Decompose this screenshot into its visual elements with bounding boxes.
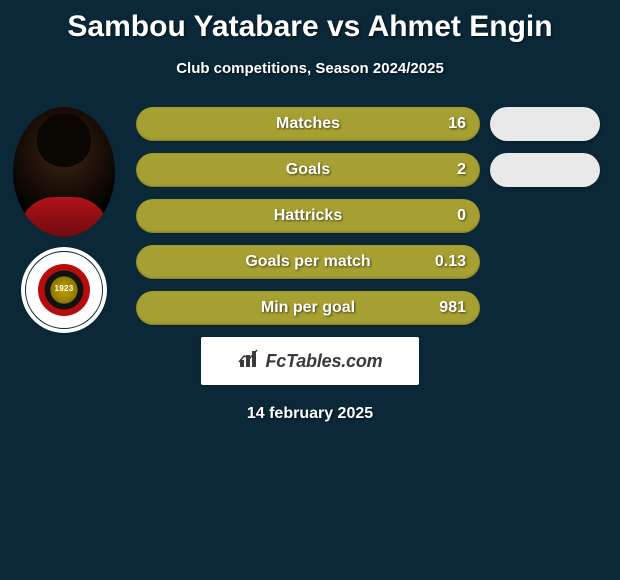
stat-value: 0.13 [435,245,466,279]
left-column: 1923 [8,107,120,333]
stat-bar-hattricks: Hattricks 0 [136,199,480,233]
pill-goals [490,153,600,187]
stat-bars: Matches 16 Goals 2 Hattricks 0 Goals per… [136,107,480,325]
stat-bar-goals-per-match: Goals per match 0.13 [136,245,480,279]
comparison-chart: 1923 Matches 16 Goals 2 Hattricks 0 Goal… [0,107,620,325]
stat-label: Goals [136,153,480,187]
stat-value: 0 [457,199,466,233]
stat-label: Goals per match [136,245,480,279]
club-badge: 1923 [21,247,107,333]
stat-label: Matches [136,107,480,141]
chart-icon [238,349,260,374]
pill-matches [490,107,600,141]
page-title: Sambou Yatabare vs Ahmet Engin [0,0,620,44]
stat-bar-matches: Matches 16 [136,107,480,141]
stat-bar-goals: Goals 2 [136,153,480,187]
player-photo [13,107,115,237]
badge-year: 1923 [21,284,107,293]
stat-label: Min per goal [136,291,480,325]
right-pills [490,107,600,337]
stat-bar-min-per-goal: Min per goal 981 [136,291,480,325]
stat-label: Hattricks [136,199,480,233]
stat-value: 981 [439,291,466,325]
brand-box: FcTables.com [201,337,419,385]
date-text: 14 february 2025 [0,405,620,423]
brand-text: FcTables.com [266,351,383,372]
stat-value: 2 [457,153,466,187]
subtitle: Club competitions, Season 2024/2025 [0,60,620,77]
stat-value: 16 [448,107,466,141]
